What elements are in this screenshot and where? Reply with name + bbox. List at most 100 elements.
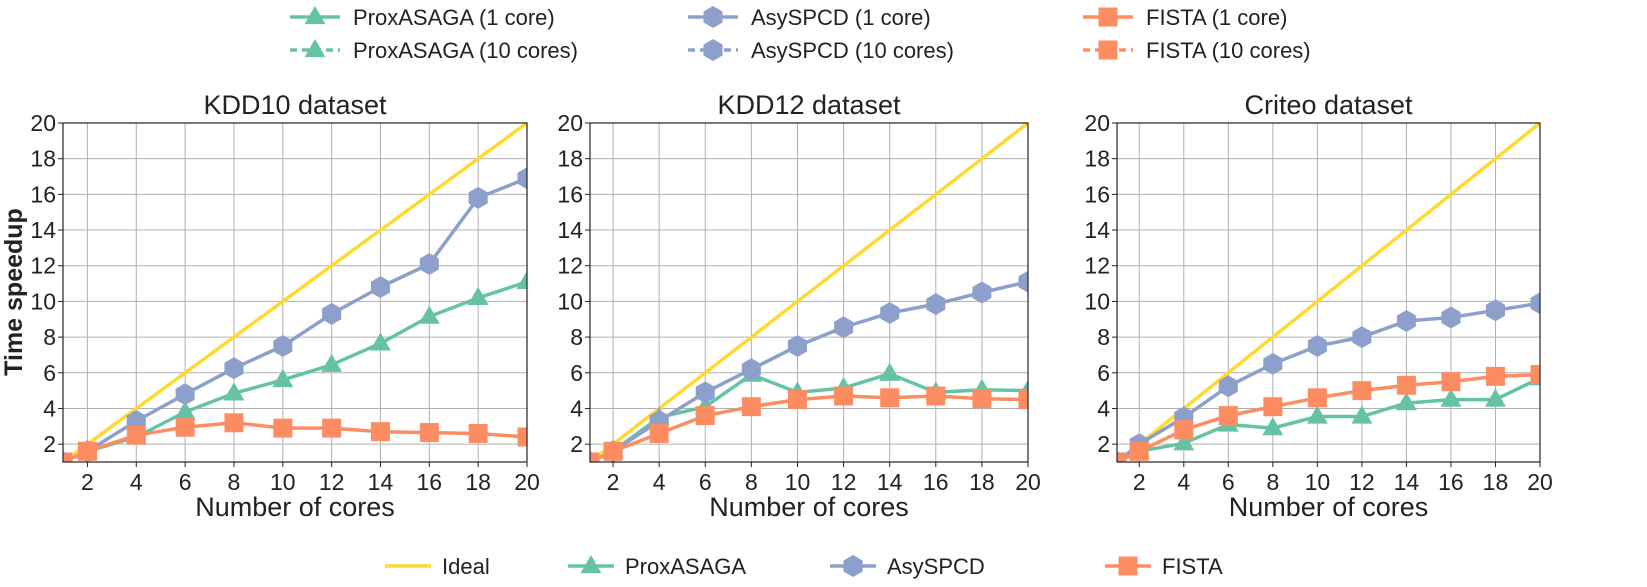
data-point-proxasaga (1262, 417, 1284, 436)
y-tick-label: 2 (570, 431, 583, 457)
data-point-fista (1129, 441, 1149, 461)
x-tick-label: 16 (923, 469, 949, 495)
data-point-proxasaga (223, 382, 245, 401)
legend-label: AsySPCD (1 core) (751, 5, 931, 30)
y-tick-label: 6 (1097, 360, 1110, 386)
y-tick-label: 6 (570, 360, 583, 386)
data-point-fista (1174, 420, 1194, 440)
plot-frame (62, 122, 528, 463)
y-tick-label: 20 (30, 110, 56, 136)
data-point-asyspcd (468, 186, 488, 209)
data-point-fista (1307, 388, 1327, 408)
data-point-asyspcd (1485, 299, 1505, 322)
triangle-icon (304, 39, 326, 58)
x-tick-label: 6 (1222, 469, 1235, 495)
y-tick-label: 4 (43, 395, 56, 421)
x-tick-label: 16 (1438, 469, 1464, 495)
data-point-fista (590, 452, 600, 462)
x-tick-label: 2 (1133, 469, 1146, 495)
grid (1117, 122, 1541, 462)
x-tick-label: 12 (831, 469, 857, 495)
data-point-fista (63, 452, 73, 462)
y-tick-label: 10 (1084, 288, 1110, 314)
data-point-asyspcd (517, 167, 527, 190)
x-tick-label: 20 (1527, 469, 1553, 495)
y-tick-label: 18 (557, 146, 583, 172)
data-point-proxasaga (1351, 405, 1373, 424)
data-point-fista (787, 390, 807, 410)
chart-panels: 2 4 6 8 10 12 14 16 18 20 2 4 6 8 10 12 14 16 18 20 KDD10 da… (30, 90, 1552, 522)
data-point-fista (1263, 397, 1283, 417)
x-tick-label: 10 (270, 469, 296, 495)
y-axis-label: Time speedup (0, 208, 28, 376)
data-point-fista (370, 422, 390, 442)
plot-frame (589, 122, 1029, 463)
y-tick-label: 20 (1084, 110, 1110, 136)
data-point-fista (1218, 406, 1238, 426)
data-point-fista (1485, 366, 1505, 386)
x-tick-label: 2 (607, 469, 620, 495)
x-tick-label: 18 (465, 469, 491, 495)
chart-title: KDD10 dataset (203, 90, 387, 120)
data-point-asyspcd (419, 253, 439, 275)
data-point-fista (126, 425, 146, 445)
legend-label: ProxASAGA (1 core) (353, 5, 555, 30)
x-tick-label: 10 (785, 469, 811, 495)
data-point-proxasaga (1440, 388, 1462, 407)
legend-entry-fista-1-core: FISTA (1 core) (1083, 5, 1287, 30)
data-point-proxasaga (1306, 405, 1328, 424)
hexagon-icon (703, 6, 723, 28)
y-tick-label: 14 (557, 217, 583, 243)
y-tick-label: 12 (1084, 253, 1110, 279)
y-tick-label: 16 (30, 181, 56, 207)
data-point-fista (1441, 372, 1461, 392)
legend-label: AsySPCD (10 cores) (751, 38, 954, 63)
y-tick-label: 12 (557, 253, 583, 279)
x-tick-label: 6 (699, 469, 712, 495)
y-tick-label: 18 (30, 146, 56, 172)
data-point-asyspcd (1263, 352, 1283, 375)
data-point-proxasaga (321, 353, 343, 372)
y-tick-label: 8 (1097, 324, 1110, 350)
data-point-asyspcd (1352, 326, 1372, 349)
data-point-fista (273, 418, 293, 438)
plot-frame (1116, 122, 1541, 463)
data-point-asyspcd (1441, 306, 1461, 329)
legend-entry-fista-10-cores: FISTA (10 cores) (1083, 38, 1311, 63)
hexagon-icon (703, 39, 723, 61)
data-point-fista (1530, 365, 1540, 385)
data-point-asyspcd (880, 302, 900, 324)
x-tick-label: 16 (417, 469, 443, 495)
x-tick-label: 6 (179, 469, 192, 495)
legend-label: FISTA (10 cores) (1146, 38, 1311, 63)
data-point-asyspcd (322, 302, 342, 325)
data-point-asyspcd (926, 293, 946, 316)
data-point-fista (468, 423, 488, 443)
data-point-asyspcd (834, 316, 854, 339)
y-tick-label: 8 (43, 324, 56, 350)
data-point-proxasaga (1485, 388, 1506, 407)
square-icon (1098, 7, 1118, 27)
data-point-asyspcd (370, 276, 390, 299)
data-point-fista (1018, 390, 1028, 410)
data-point-fista (517, 427, 527, 447)
x-tick-label: 14 (368, 469, 394, 495)
data-point-fista (834, 386, 854, 406)
legend-label: Ideal (442, 554, 490, 579)
y-tick-label: 16 (557, 181, 583, 207)
square-icon (1118, 556, 1138, 576)
data-point-asyspcd (1307, 335, 1327, 357)
x-tick-label: 12 (319, 469, 345, 495)
data-point-fista (175, 417, 195, 437)
data-point-asyspcd (1018, 270, 1028, 293)
data-point-fista (1352, 381, 1372, 401)
y-tick-label: 16 (1084, 181, 1110, 207)
x-tick-label: 14 (877, 469, 903, 495)
chart-panel-kdd12: 2 4 6 8 10 12 14 16 18 20 2 4 6 8 10 12 14 16 18 20 KDD12 da… (557, 90, 1040, 522)
chart-panel-kdd10: 2 4 6 8 10 12 14 16 18 20 2 4 6 8 10 12 14 16 18 20 KDD10 da… (30, 90, 539, 522)
x-axis-label: Number of cores (1229, 492, 1429, 522)
x-tick-label: 18 (969, 469, 995, 495)
series-line-ideal (590, 123, 1028, 462)
y-tick-label: 10 (30, 288, 56, 314)
chart-panel-criteo: 2 4 6 8 10 12 14 16 18 20 2 4 6 8 10 12 14 16 18 20 Criteo d… (1084, 90, 1552, 522)
